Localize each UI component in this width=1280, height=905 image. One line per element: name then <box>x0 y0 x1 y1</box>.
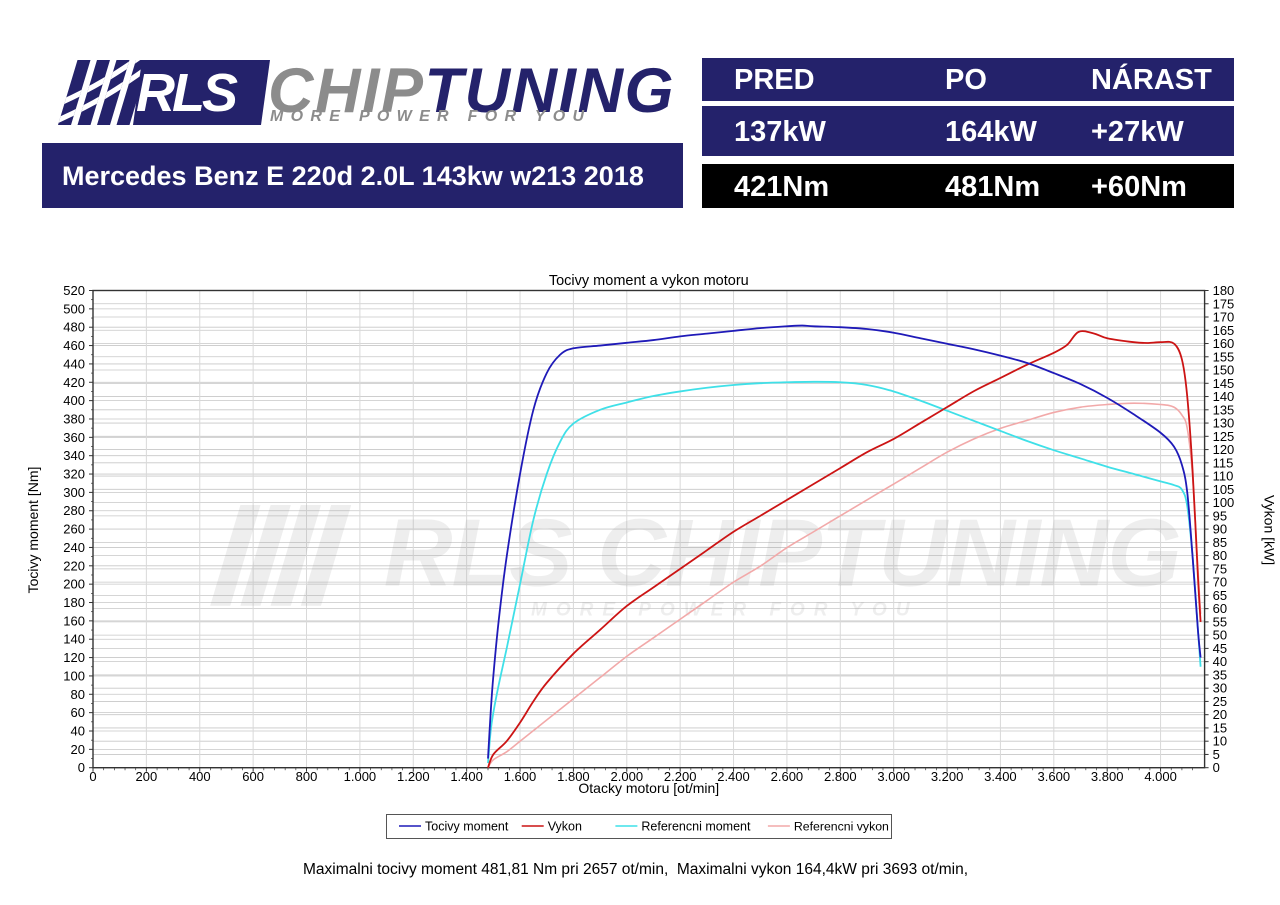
svg-text:60: 60 <box>71 705 85 720</box>
svg-text:Referencni vykon: Referencni vykon <box>794 820 889 834</box>
svg-text:165: 165 <box>1213 323 1235 338</box>
svg-text:80: 80 <box>1213 548 1227 563</box>
svg-text:260: 260 <box>63 522 85 537</box>
svg-text:0: 0 <box>1213 760 1220 775</box>
svg-text:800: 800 <box>296 769 318 784</box>
svg-text:50: 50 <box>1213 628 1227 643</box>
svg-text:Referencni moment: Referencni moment <box>641 820 751 834</box>
svg-text:105: 105 <box>1213 482 1235 497</box>
svg-text:2.800: 2.800 <box>824 769 857 784</box>
svg-text:30: 30 <box>1213 681 1227 696</box>
svg-text:600: 600 <box>242 769 264 784</box>
svg-text:RLS CHIPTUNING: RLS CHIPTUNING <box>384 501 1181 607</box>
svg-text:0: 0 <box>78 760 85 775</box>
svg-text:3.400: 3.400 <box>984 769 1017 784</box>
svg-text:115: 115 <box>1213 455 1234 470</box>
svg-text:100: 100 <box>1213 495 1235 510</box>
svg-text:420: 420 <box>63 375 85 390</box>
svg-text:Vykon [kW]: Vykon [kW] <box>1262 495 1278 565</box>
svg-text:150: 150 <box>1213 363 1235 378</box>
svg-text:480: 480 <box>63 320 85 335</box>
svg-text:25: 25 <box>1213 694 1227 709</box>
svg-text:75: 75 <box>1213 561 1227 576</box>
svg-text:RLS: RLS <box>136 63 238 123</box>
svg-text:3.600: 3.600 <box>1038 769 1071 784</box>
svg-text:240: 240 <box>63 540 85 555</box>
svg-text:35: 35 <box>1213 667 1227 682</box>
svg-text:170: 170 <box>1213 310 1235 325</box>
svg-text:100: 100 <box>63 668 85 683</box>
svg-text:65: 65 <box>1213 588 1227 603</box>
svg-text:280: 280 <box>63 503 85 518</box>
svg-text:145: 145 <box>1213 376 1235 391</box>
svg-text:200: 200 <box>136 769 158 784</box>
svg-text:200: 200 <box>63 577 85 592</box>
svg-text:20: 20 <box>71 742 85 757</box>
svg-text:175: 175 <box>1213 296 1235 311</box>
svg-text:85: 85 <box>1213 535 1227 550</box>
svg-text:0: 0 <box>89 769 96 784</box>
svg-text:10: 10 <box>1213 734 1227 749</box>
svg-text:95: 95 <box>1213 508 1227 523</box>
svg-text:40: 40 <box>1213 654 1227 669</box>
svg-text:180: 180 <box>63 595 85 610</box>
svg-text:20: 20 <box>1213 707 1227 722</box>
svg-text:400: 400 <box>63 393 85 408</box>
svg-text:1.000: 1.000 <box>344 769 377 784</box>
svg-text:60: 60 <box>1213 601 1227 616</box>
svg-text:125: 125 <box>1213 429 1235 444</box>
svg-text:2.600: 2.600 <box>771 769 804 784</box>
svg-text:160: 160 <box>1213 336 1235 351</box>
svg-text:110: 110 <box>1213 469 1234 484</box>
svg-text:130: 130 <box>1213 416 1235 431</box>
svg-text:340: 340 <box>63 448 85 463</box>
svg-text:140: 140 <box>1213 389 1235 404</box>
svg-text:Otacky motoru [ot/min]: Otacky motoru [ot/min] <box>578 780 719 796</box>
svg-text:Tocivy moment [Nm]: Tocivy moment [Nm] <box>25 467 41 594</box>
svg-text:300: 300 <box>63 485 85 500</box>
svg-text:500: 500 <box>63 301 85 316</box>
svg-text:160: 160 <box>63 613 85 628</box>
svg-text:180: 180 <box>1213 283 1235 298</box>
svg-text:120: 120 <box>1213 442 1235 457</box>
svg-text:1.200: 1.200 <box>397 769 430 784</box>
svg-text:320: 320 <box>63 467 85 482</box>
svg-text:3.000: 3.000 <box>877 769 910 784</box>
svg-text:135: 135 <box>1213 402 1235 417</box>
svg-text:40: 40 <box>71 724 85 739</box>
svg-text:80: 80 <box>71 687 85 702</box>
svg-text:3.200: 3.200 <box>931 769 964 784</box>
svg-text:3.800: 3.800 <box>1091 769 1124 784</box>
svg-text:1.600: 1.600 <box>504 769 537 784</box>
svg-text:Tocivy moment: Tocivy moment <box>425 820 509 834</box>
svg-text:5: 5 <box>1213 747 1220 762</box>
svg-text:45: 45 <box>1213 641 1227 656</box>
svg-text:440: 440 <box>63 356 85 371</box>
svg-text:120: 120 <box>63 650 85 665</box>
svg-text:70: 70 <box>1213 575 1227 590</box>
svg-text:Tocivy moment a vykon motoru: Tocivy moment a vykon motoru <box>549 273 749 289</box>
svg-text:360: 360 <box>63 430 85 445</box>
svg-text:400: 400 <box>189 769 211 784</box>
svg-text:155: 155 <box>1213 349 1235 364</box>
svg-text:220: 220 <box>63 558 85 573</box>
svg-text:1.400: 1.400 <box>450 769 483 784</box>
svg-text:MORE POWER FOR YOU: MORE POWER FOR YOU <box>531 600 919 621</box>
svg-text:520: 520 <box>63 283 85 298</box>
svg-text:380: 380 <box>63 412 85 427</box>
svg-text:55: 55 <box>1213 614 1227 629</box>
svg-text:460: 460 <box>63 338 85 353</box>
svg-text:Vykon: Vykon <box>548 820 582 834</box>
svg-text:15: 15 <box>1213 720 1227 735</box>
svg-text:2.400: 2.400 <box>717 769 750 784</box>
svg-text:4.000: 4.000 <box>1144 769 1177 784</box>
svg-text:140: 140 <box>63 632 85 647</box>
svg-text:90: 90 <box>1213 522 1227 537</box>
